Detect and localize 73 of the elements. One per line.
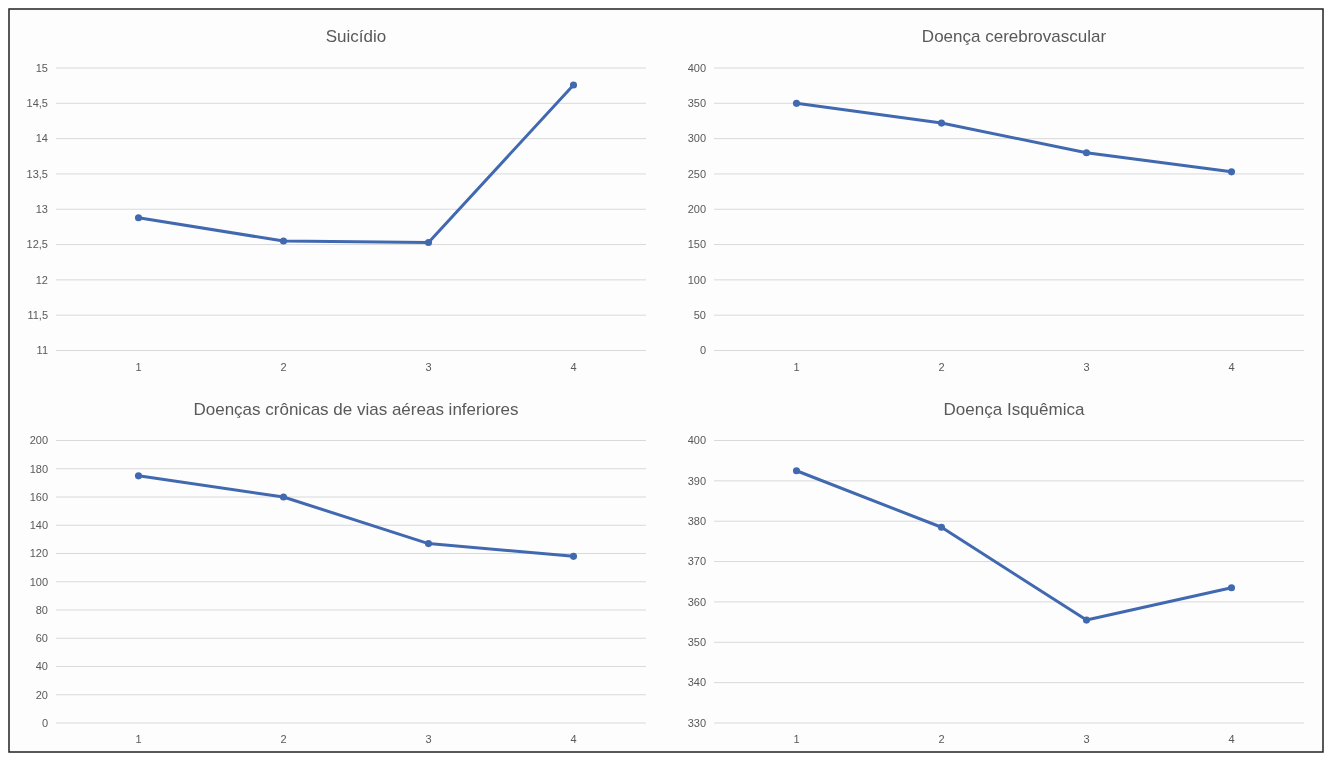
y-tick-label: 100 [687, 273, 706, 286]
x-tick-label: 4 [1228, 360, 1235, 373]
y-tick-label: 400 [687, 434, 706, 447]
chart-title: Suicídio [325, 27, 387, 46]
y-tick-label: 14 [35, 132, 48, 145]
x-tick-label: 2 [938, 733, 945, 745]
point [424, 238, 433, 246]
y-tick-label: 340 [687, 676, 706, 689]
y-tick-label: 60 [35, 632, 48, 645]
y-tick-label: 330 [687, 716, 706, 729]
point [569, 81, 578, 89]
x-tick-label: 3 [425, 360, 432, 373]
x-tick-label: 2 [280, 360, 287, 373]
chart-title: Doença Isquêmica [943, 399, 1085, 419]
chart-title: Doença cerebrovascular [921, 27, 1107, 46]
y-tick-label: 120 [29, 547, 48, 560]
y-tick-label: 390 [687, 474, 706, 487]
x-tick-label: 4 [570, 733, 577, 745]
x-tick-label: 4 [570, 360, 577, 373]
y-tick-label: 100 [29, 575, 48, 588]
y-tick-label: 0 [699, 344, 706, 357]
point [1082, 616, 1091, 624]
y-tick-label: 300 [687, 132, 706, 145]
point [279, 237, 288, 245]
y-tick-label: 160 [29, 490, 48, 503]
y-tick-label: 12,5 [26, 238, 48, 251]
chart-title: Doenças crônicas de vias aéreas inferiores [193, 399, 519, 419]
y-tick-label: 13 [35, 203, 48, 216]
y-tick-label: 11,5 [27, 309, 48, 322]
y-tick-label: 380 [687, 515, 706, 528]
x-tick-label: 1 [135, 360, 142, 373]
y-tick-label: 20 [35, 688, 48, 701]
y-tick-label: 12 [35, 273, 48, 286]
x-tick-label: 1 [135, 733, 142, 745]
y-tick-label: 200 [29, 434, 48, 447]
y-tick-label: 360 [687, 595, 706, 608]
y-tick-label: 80 [35, 603, 48, 616]
y-tick-label: 180 [29, 462, 48, 475]
point [792, 99, 801, 107]
point [279, 493, 288, 501]
point [792, 467, 801, 475]
y-tick-label: 40 [35, 660, 48, 673]
point [134, 214, 143, 222]
y-tick-label: 150 [687, 238, 706, 251]
y-tick-label: 350 [687, 97, 706, 110]
point [424, 540, 433, 548]
point [937, 523, 946, 531]
x-tick-label: 1 [793, 733, 800, 745]
y-tick-label: 370 [687, 555, 706, 568]
y-tick-label: 13,5 [26, 167, 48, 180]
x-tick-label: 3 [1083, 360, 1090, 373]
y-tick-label: 400 [687, 61, 706, 74]
point [569, 552, 578, 560]
x-tick-label: 3 [1083, 733, 1090, 745]
y-tick-label: 0 [41, 716, 48, 729]
y-tick-label: 11 [36, 344, 48, 357]
y-tick-label: 250 [687, 167, 706, 180]
x-tick-label: 3 [425, 733, 432, 745]
x-tick-label: 1 [793, 360, 800, 373]
point [1227, 168, 1236, 176]
y-tick-label: 15 [35, 61, 48, 74]
y-tick-label: 14,5 [26, 97, 48, 110]
y-tick-label: 200 [687, 203, 706, 216]
y-tick-label: 350 [687, 636, 706, 649]
point [1082, 149, 1091, 157]
x-tick-label: 4 [1228, 733, 1235, 745]
point [937, 119, 946, 127]
point [1227, 584, 1236, 592]
y-tick-label: 50 [693, 309, 706, 322]
x-tick-label: 2 [938, 360, 945, 373]
x-tick-label: 2 [280, 733, 287, 745]
y-tick-label: 140 [29, 519, 48, 532]
point [134, 472, 143, 480]
